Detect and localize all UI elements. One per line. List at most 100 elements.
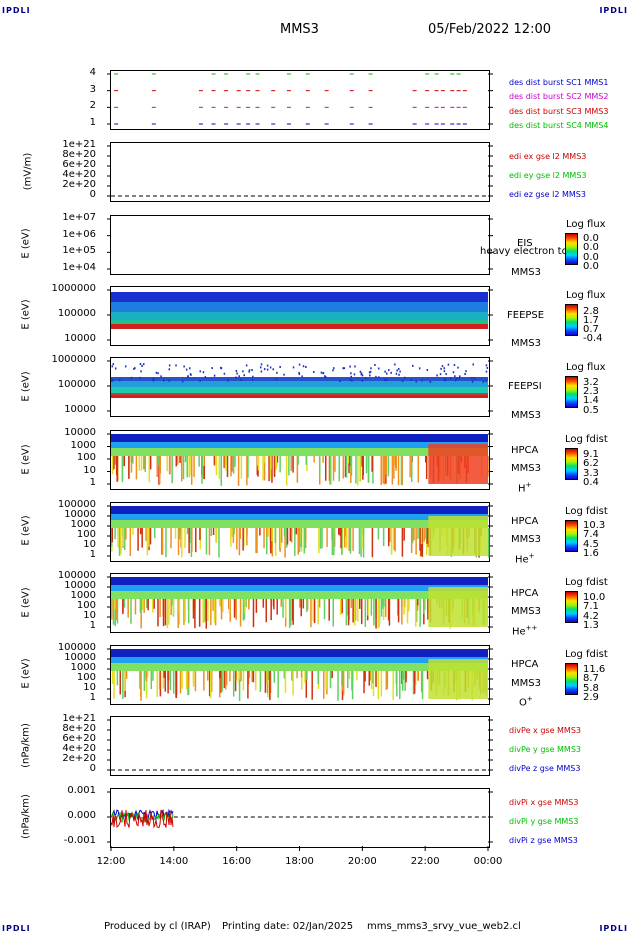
- hpca-streak: [297, 456, 299, 465]
- feepsi-dot: [472, 363, 475, 366]
- ytick-label: 1e+21: [62, 139, 96, 150]
- feepsi-dot: [243, 374, 245, 377]
- hpca-streak: [171, 456, 173, 484]
- hpca-streak: [240, 456, 243, 479]
- feepsi-dot: [385, 372, 388, 375]
- hpca-streak: [141, 599, 144, 611]
- hpca-streak: [225, 456, 227, 471]
- hpca-streak: [415, 599, 417, 627]
- hpca-streak: [413, 671, 416, 694]
- cbar-hpca-o-v2: 5.8: [583, 683, 599, 694]
- hpca-streak: [266, 671, 269, 694]
- hpca-streak: [375, 599, 377, 629]
- hpca-streak: [317, 671, 319, 684]
- hpca-streak: [192, 599, 195, 619]
- feepsi-dot: [259, 366, 262, 369]
- hpca-streak: [117, 528, 119, 548]
- hpca-streak: [143, 599, 145, 613]
- hpca-streak: [194, 671, 197, 692]
- hpca-streak: [306, 599, 309, 611]
- hpca-streak: [230, 456, 232, 477]
- hpca-streak: [404, 671, 406, 691]
- ytick-label: 10000: [64, 427, 96, 438]
- feepsi-dot: [298, 371, 300, 374]
- hpca-streak: [202, 456, 205, 466]
- label-hpca-h-sc: MMS3: [511, 463, 541, 474]
- hpca-streak: [341, 671, 343, 686]
- hpca-streak: [248, 599, 250, 610]
- hpca-streak: [393, 456, 395, 479]
- feepsi-dot: [410, 378, 413, 381]
- hpca-streak: [270, 599, 272, 621]
- hpca-streak: [313, 456, 315, 463]
- feepsi-dot: [162, 379, 165, 382]
- feepsi-dot: [324, 375, 327, 378]
- feepsi-dot: [452, 371, 455, 374]
- hpca-streak: [426, 528, 428, 544]
- hpca-streak: [406, 599, 409, 624]
- hpca-streak: [288, 599, 291, 628]
- hpca-streak: [403, 528, 405, 541]
- hpca-streak: [121, 456, 124, 483]
- hpca-streak: [251, 671, 253, 683]
- hpca-streak: [384, 599, 387, 617]
- feepsi-dot: [443, 367, 446, 370]
- feepsi-dot: [332, 369, 334, 372]
- hpca-streak: [394, 528, 396, 552]
- hpca-streak: [350, 599, 352, 608]
- hpca-streak: [237, 456, 240, 486]
- hpca-streak: [380, 671, 383, 697]
- panel-burst-flags: [110, 70, 490, 130]
- hpca-streak: [276, 456, 279, 463]
- feepsi-dot: [301, 375, 303, 378]
- feepsi-dot: [298, 363, 301, 366]
- ytick-label: 0.001: [67, 785, 96, 796]
- feepsi-dot: [181, 380, 184, 383]
- hpca-streak: [312, 599, 314, 622]
- hpca-streak: [271, 528, 273, 542]
- xtick-label: 14:00: [159, 856, 189, 867]
- hpca-streak: [259, 671, 262, 692]
- ytick-label: 2: [89, 100, 96, 112]
- ytick-label: 2e+20: [62, 179, 96, 190]
- hpca-streak: [273, 599, 275, 610]
- hpca-streak: [210, 528, 213, 537]
- hpca-streak: [283, 671, 286, 679]
- hpca-streak: [187, 599, 190, 624]
- label-eis: EIS: [517, 238, 533, 249]
- feepsi-dot: [447, 363, 450, 366]
- label-feepse: FEEPSE: [507, 310, 545, 321]
- hpca-streak: [292, 456, 294, 473]
- label-species-he: He+: [515, 552, 535, 566]
- hpca-streak: [252, 599, 255, 628]
- feepsi-dot: [359, 370, 362, 373]
- hpca-streak: [168, 456, 171, 475]
- feepsi-dot: [302, 365, 305, 368]
- hpca-streak: [153, 528, 156, 539]
- hpca-streak: [145, 671, 148, 699]
- hpca-streak: [313, 599, 316, 623]
- hpca-streak: [178, 599, 181, 613]
- hpca-streak: [224, 671, 227, 690]
- hpca-streak: [382, 456, 384, 484]
- feepsi-dot: [385, 378, 388, 381]
- ytick-label: 6e+20: [62, 733, 96, 744]
- hpca-streak: [130, 599, 132, 624]
- hpca-streak: [389, 528, 391, 542]
- feepsi-dot: [240, 378, 242, 381]
- feepsi-dot: [412, 364, 414, 367]
- hpca-streak: [207, 599, 209, 621]
- hpca-streak: [125, 528, 127, 540]
- hpca-streak: [125, 671, 128, 679]
- hpca-streak: [164, 671, 167, 692]
- feepsi-dot: [349, 365, 351, 368]
- hpca-streak: [356, 671, 358, 681]
- hpca-streak: [360, 528, 362, 557]
- cbar-hpca-o-v1: 8.7: [583, 673, 599, 684]
- label-eis-overlay: heavy electron to: [480, 246, 568, 257]
- hpca-streak: [323, 599, 326, 620]
- ytick-label: 0.000: [67, 810, 96, 821]
- hpca-band-high: [111, 506, 488, 514]
- feepsi-dot: [260, 363, 263, 366]
- label-feepsi: FEEPSI: [508, 381, 542, 392]
